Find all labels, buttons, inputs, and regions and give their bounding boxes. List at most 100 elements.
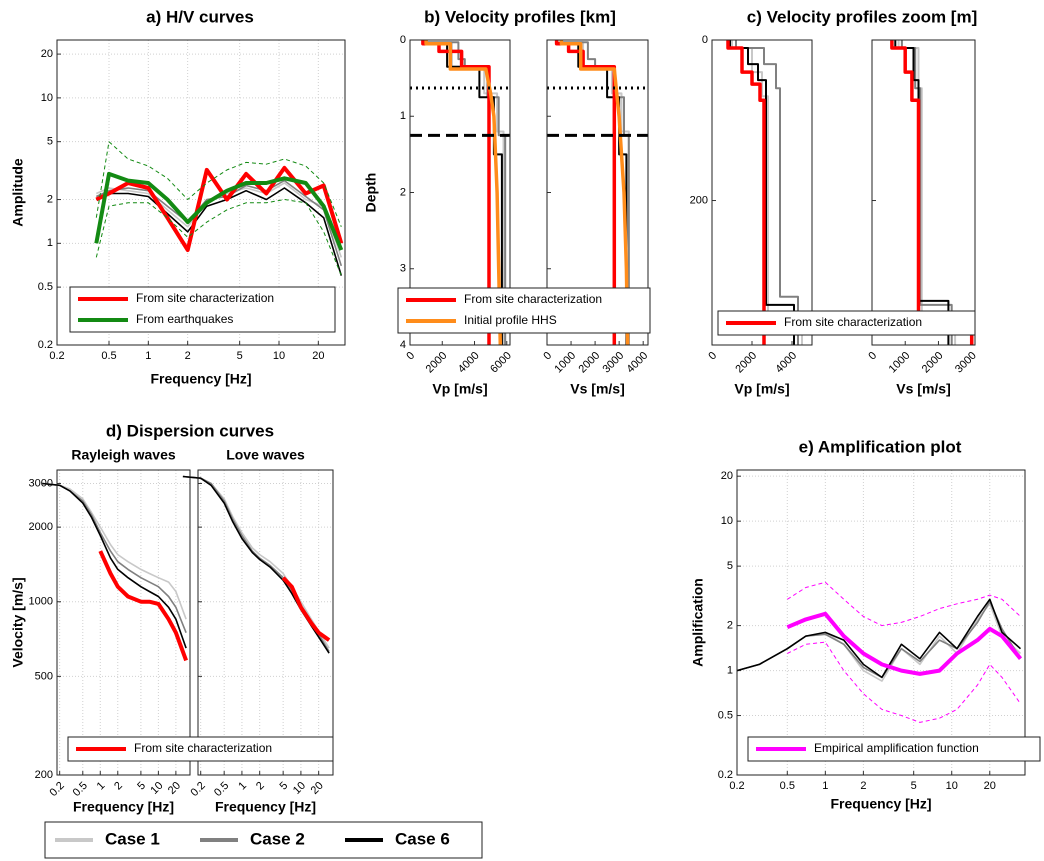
x-axis-label: Vs [m/s] (570, 381, 624, 397)
x-tick-label: 0 (706, 350, 719, 363)
x-tick-label: 0.2 (189, 780, 208, 799)
x-tick-label: 4000 (456, 350, 482, 376)
x-tick-label: 1000 (887, 350, 913, 376)
x-tick-label: 0 (866, 350, 879, 363)
case-line (95, 187, 343, 276)
x-tick-label: 0.5 (71, 780, 90, 799)
figure-legend-box (44, 821, 483, 859)
axes-frame (409, 39, 511, 346)
axes-frame (546, 39, 649, 346)
lower-bound (787, 641, 1021, 723)
legend-label: Initial profile HHS (464, 313, 557, 327)
x-axis-label: Frequency [Hz] (73, 799, 174, 815)
y-tick-label: 5 (47, 136, 53, 148)
x-tick-label: 20 (984, 780, 996, 792)
plot-area (57, 470, 190, 775)
y-tick-label: 20 (721, 470, 733, 482)
x-tick-label: 0.5 (212, 780, 231, 799)
axes-frame (736, 469, 1026, 776)
y-tick-label: 3 (400, 263, 406, 275)
x-tick-label: 2000 (920, 350, 946, 376)
x-tick-label: 0.2 (729, 780, 744, 792)
y-tick-label: 1 (400, 110, 406, 122)
axes-frame (197, 469, 334, 776)
series-line (424, 40, 503, 346)
x-tick-label: 2 (254, 780, 267, 793)
series-line (95, 165, 344, 252)
legend-box (69, 286, 336, 333)
x-tick-label: 2 (860, 780, 866, 792)
y-tick-label: 0.5 (718, 709, 733, 721)
x-tick-label: 20 (166, 780, 183, 797)
x-tick-label: 5 (135, 780, 148, 793)
y-tick-label: 2 (47, 193, 53, 205)
series-line (786, 611, 1023, 676)
y-tick-label: 3000 (29, 477, 53, 489)
plot-area (872, 40, 975, 345)
series-line (554, 40, 617, 345)
x-tick-label: 10 (291, 780, 308, 797)
y-tick-label: 4 (400, 339, 406, 351)
x-axis-label: Vp [m/s] (734, 381, 789, 397)
legend-box (397, 287, 651, 334)
subplot-title: Love waves (226, 447, 305, 463)
case-line (735, 40, 799, 345)
series-line (98, 550, 188, 662)
x-tick-label: 2000 (733, 350, 759, 376)
x-tick-label: 10 (148, 780, 165, 797)
y-tick-label: 20 (41, 48, 53, 60)
y-tick-label: 500 (35, 670, 53, 682)
plot-area (737, 470, 1025, 775)
x-tick-label: 20 (312, 350, 324, 362)
x-tick-label: 1 (145, 350, 151, 362)
x-tick-label: 4000 (625, 350, 651, 376)
y-tick-label: 2000 (29, 521, 53, 533)
x-tick-label: 3000 (953, 350, 979, 376)
x-axis-label: Vp [m/s] (432, 381, 487, 397)
y-tick-label: 0.2 (38, 339, 53, 351)
upper-bound (787, 581, 1021, 627)
legend-label: From site characterization (134, 741, 272, 755)
y-tick-label: 1000 (29, 596, 53, 608)
chart-title: e) Amplification plot (799, 437, 962, 456)
upper-bound (95, 141, 342, 227)
x-tick-label: 2 (112, 780, 125, 793)
axes-frame (711, 39, 813, 346)
x-tick-label: 0 (541, 350, 554, 363)
x-tick-label: 10 (946, 780, 958, 792)
y-tick-label: 0 (400, 34, 406, 46)
x-axis-label: Frequency [Hz] (215, 799, 316, 815)
legend-label: From site characterization (464, 292, 602, 306)
y-axis-label: Amplification (690, 578, 706, 667)
x-tick-label: 0.2 (48, 780, 67, 799)
x-tick-label: 0 (404, 350, 417, 363)
subplot-title: Rayleigh waves (71, 447, 175, 463)
series-line (559, 40, 630, 346)
legend-label: Case 6 (395, 829, 450, 848)
case-line (42, 482, 187, 620)
x-tick-label: 1 (236, 780, 249, 793)
case-line (42, 482, 187, 649)
x-tick-label: 0.2 (49, 350, 64, 362)
series-line (94, 171, 344, 251)
y-tick-label: 10 (721, 515, 733, 527)
x-tick-label: 2000 (576, 350, 602, 376)
y-axis-label: Amplitude (10, 158, 26, 227)
legend-label: From site characterization (784, 315, 922, 329)
y-tick-label: 2 (727, 619, 733, 631)
x-tick-label: 5 (237, 350, 243, 362)
y-tick-label: 1 (727, 664, 733, 676)
axes-frame (871, 39, 976, 346)
legend-label: From site characterization (136, 291, 274, 305)
x-tick-label: 2000 (424, 350, 450, 376)
y-tick-label: 0.5 (38, 281, 53, 293)
chart-title: a) H/V curves (146, 7, 254, 26)
chart-title: c) Velocity profiles zoom [m] (747, 7, 978, 26)
chart-title: d) Dispersion curves (106, 421, 274, 440)
y-tick-label: 0 (702, 34, 708, 46)
x-tick-label: 20 (309, 780, 326, 797)
y-tick-label: 5 (727, 560, 733, 572)
series-line (726, 40, 766, 345)
x-tick-label: 5 (911, 780, 917, 792)
chart-title: b) Velocity profiles [km] (424, 7, 616, 26)
